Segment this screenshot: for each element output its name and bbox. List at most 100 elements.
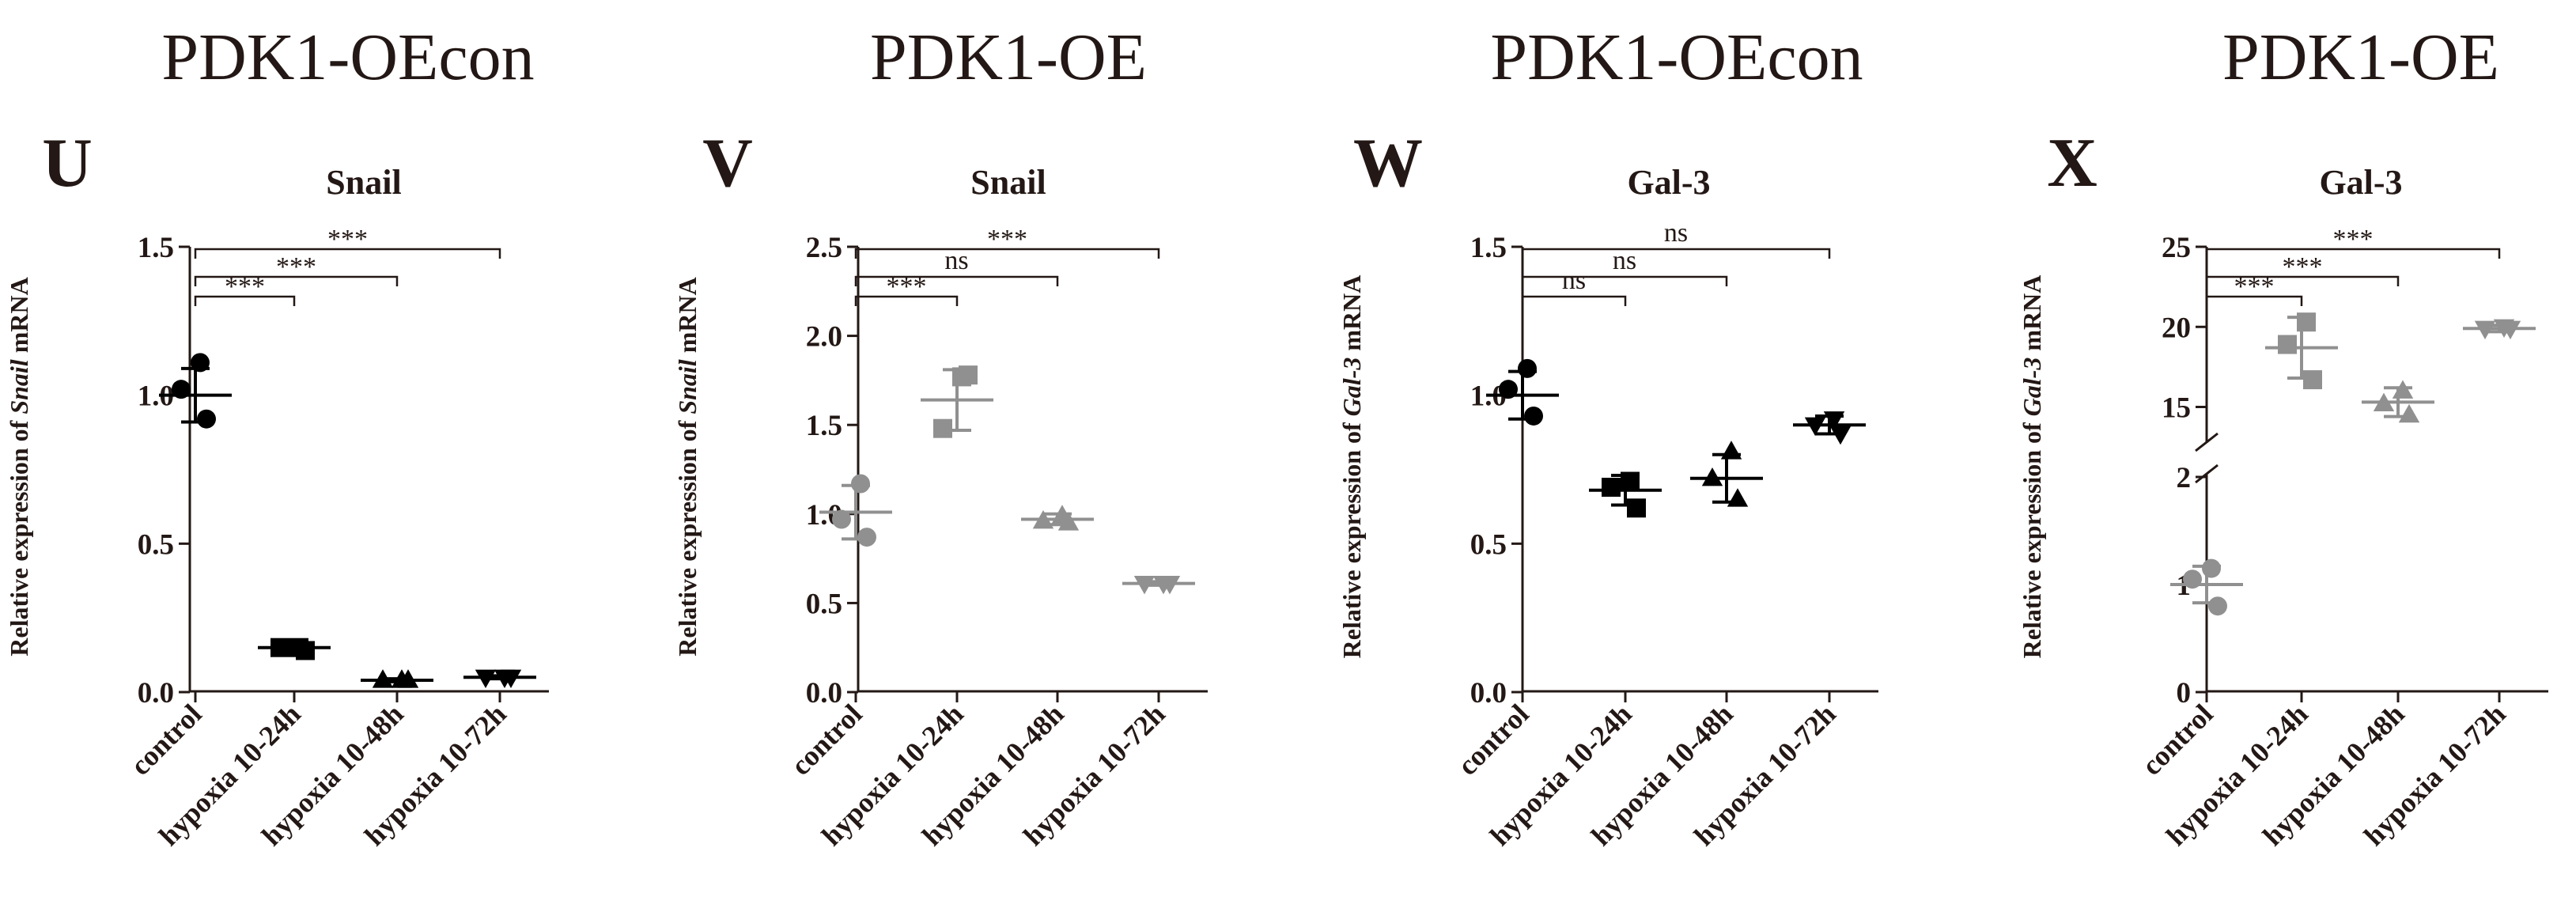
data-point-circle (197, 409, 216, 429)
significance-bracket (2205, 295, 2303, 306)
data-point-triangle-down (1823, 411, 1845, 430)
x-tick-label: control (124, 698, 208, 781)
y-axis-label: Relative expression of Snail mRNA (673, 277, 702, 656)
y-tick-label: 2.5 (806, 232, 842, 264)
y-axis-label-suffix: mRNA (673, 277, 702, 359)
series-4 (1122, 576, 1195, 595)
axis-break-mark (2195, 464, 2219, 484)
y-tick-label: 25 (2162, 232, 2191, 264)
significance-bracket (194, 295, 296, 306)
column-header: PDK1-OEcon (161, 21, 534, 94)
y-axis-label-prefix: Relative expression of (5, 414, 33, 657)
y-axis-label-gene: Gal-3 (2018, 358, 2046, 417)
y-axis-label-suffix: mRNA (5, 277, 33, 359)
y-axis-label-gene: Snail (5, 359, 33, 414)
data-point-triangle (2392, 380, 2414, 399)
data-point-triangle-down (475, 669, 497, 689)
panel-letter: W (1353, 125, 1423, 202)
chart-title: Snail (970, 163, 1046, 202)
series-1 (1486, 358, 1559, 426)
data-point-circle (172, 380, 191, 399)
axis-break-mark (2195, 432, 2219, 452)
column-header: PDK1-OE (2222, 21, 2499, 94)
y-tick-label: 0.5 (138, 528, 174, 561)
y-tick-label: 0.5 (1470, 528, 1507, 561)
column-header: PDK1-OEcon (1490, 21, 1863, 94)
significance-bracket (2205, 275, 2400, 286)
significance-bracket (1521, 248, 1831, 259)
series-1 (819, 474, 892, 547)
y-tick-label: 0.0 (806, 677, 842, 710)
series-4 (1793, 411, 1866, 445)
chart-title: Gal-3 (2319, 163, 2402, 202)
y-tick-label: 1.5 (1470, 232, 1507, 264)
panel-letter: X (2047, 125, 2097, 202)
significance-label: ns (1664, 218, 1688, 248)
data-point-circle (2183, 570, 2202, 589)
significance-bracket (1521, 295, 1627, 306)
series-1 (159, 353, 232, 429)
column-header: PDK1-OE (870, 21, 1147, 94)
significance-label: ns (1562, 266, 1586, 295)
data-point-triangle (2398, 403, 2420, 423)
data-point-circle (1518, 358, 1537, 378)
data-point-circle (832, 509, 851, 529)
data-point-triangle-down (2499, 320, 2521, 340)
data-point-square (1621, 471, 1640, 491)
y-tick-label: 0 (2177, 677, 2192, 710)
x-tick-label: control (785, 698, 868, 781)
data-point-circle (2208, 596, 2227, 616)
data-point-triangle-down (1804, 417, 1826, 436)
significance-label: *** (2333, 225, 2374, 254)
y-axis-label-prefix: Relative expression of (1337, 416, 1366, 658)
y-tick-label: 0.0 (1470, 677, 1507, 710)
data-point-triangle-down (2474, 320, 2496, 340)
y-axis-label: Relative expression of Gal-3 mRNA (2018, 275, 2046, 659)
data-point-square (1627, 498, 1646, 518)
significance-label: *** (276, 252, 316, 282)
significance-bracket (2205, 248, 2501, 259)
y-tick-label: 1.5 (138, 232, 174, 264)
y-tick-label: 20 (2162, 312, 2191, 344)
y-tick-label: 1.5 (806, 410, 842, 442)
chart-title: Snail (326, 163, 401, 202)
data-point-square (2297, 312, 2316, 332)
data-point-triangle-down (1133, 576, 1156, 595)
column-headers: PDK1-OEcon PDK1-OE PDK1-OEcon PDK1-OE (161, 21, 2499, 94)
series-4 (2463, 319, 2536, 340)
data-point-circle (857, 528, 876, 547)
data-point-circle (1499, 380, 1518, 399)
series-2 (258, 638, 331, 660)
data-point-circle (1524, 406, 1543, 426)
significance-label: ns (944, 246, 968, 275)
y-axis-label-prefix: Relative expression of (2018, 416, 2046, 658)
series-3 (361, 669, 433, 688)
significance-bracket (854, 275, 1059, 286)
x-tick-label: control (2135, 698, 2219, 781)
data-point-triangle-down (1829, 426, 1852, 445)
significance-bracket (854, 248, 1160, 259)
data-point-circle (191, 353, 210, 373)
y-tick-label: 0.0 (138, 677, 174, 710)
data-point-circle (2202, 558, 2221, 578)
y-axis-label-suffix: mRNA (2018, 275, 2046, 358)
data-point-triangle (2373, 392, 2395, 412)
data-point-square (959, 365, 978, 385)
data-point-triangle (1701, 467, 1723, 486)
x-tick-label: control (1451, 698, 1535, 781)
y-axis-label-suffix: mRNA (1337, 275, 1366, 358)
data-point-square (270, 638, 289, 657)
data-point-triangle (1727, 488, 1749, 507)
significance-label: ns (1613, 246, 1636, 275)
y-axis-label: Relative expression of Gal-3 mRNA (1337, 275, 1366, 659)
panel-letter: U (42, 125, 93, 202)
data-point-square (2303, 370, 2322, 390)
significance-bracket (194, 275, 399, 286)
data-point-square (933, 418, 952, 438)
data-point-triangle-down (500, 669, 522, 689)
